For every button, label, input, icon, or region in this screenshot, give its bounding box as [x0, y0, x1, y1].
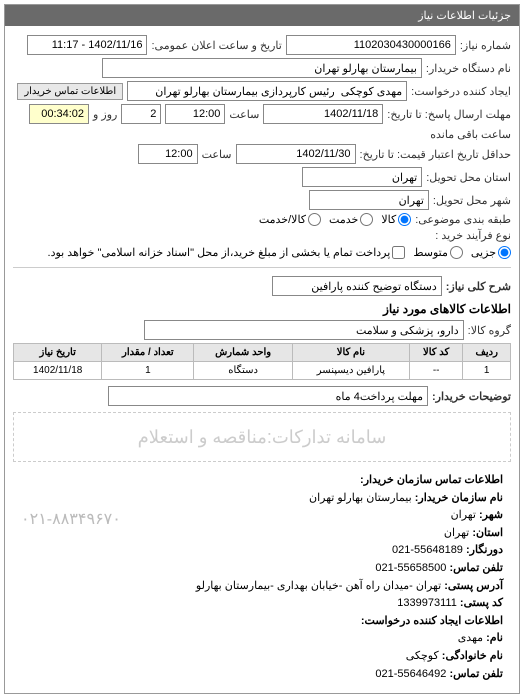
cat-radio-goods[interactable] [398, 213, 411, 226]
contact-header: اطلاعات تماس سازمان خریدار: [21, 472, 503, 490]
need-no-input[interactable] [286, 35, 456, 55]
panel-title: جزئیات اطلاعات نیاز [5, 5, 519, 26]
items-table: ردیف کد کالا نام کالا واحد شمارش تعداد /… [13, 343, 511, 380]
cat-opt1: کالا [381, 213, 396, 226]
desc-label: شرح کلی نیاز: [446, 280, 511, 293]
resp-time-input[interactable] [165, 104, 225, 124]
buyer-org-label: نام دستگاه خریدار: [426, 62, 511, 75]
table-header-row: ردیف کد کالا نام کالا واحد شمارش تعداد /… [14, 344, 511, 362]
contact-org: بیمارستان بهارلو تهران [309, 492, 412, 504]
pt-radio-minor[interactable] [498, 246, 511, 259]
pt-treasury-checkbox[interactable] [392, 246, 405, 259]
group-input[interactable] [144, 320, 464, 340]
th-date: تاریخ نیاز [14, 344, 102, 362]
requester-input[interactable] [127, 81, 407, 101]
td-unit: دستگاه [194, 362, 293, 380]
td-code: -- [409, 362, 462, 380]
province-input[interactable] [302, 167, 422, 187]
resp-date-input[interactable] [263, 104, 383, 124]
td-row: 1 [463, 362, 511, 380]
city-label: شهر محل تحویل: [433, 194, 511, 207]
contact-switch-label: دورنگار: [466, 544, 503, 556]
announce-dt-input[interactable] [27, 35, 147, 55]
contact-province: تهران [444, 527, 469, 539]
th-qty: تعداد / مقدار [102, 344, 194, 362]
province-label: استان محل تحویل: [426, 171, 511, 184]
watermark: سامانه تدارکات:مناقصه و استعلام [13, 412, 511, 462]
indep-time-input[interactable] [138, 144, 198, 164]
contact-switch: 55648189-021 [392, 544, 463, 556]
indep-label: حداقل تاریخ اعتبار قیمت: تا تاریخ: [360, 148, 511, 161]
buyer-notes-label: توضیحات خریدار: [432, 390, 511, 403]
cat-radio-service[interactable] [360, 213, 373, 226]
td-name: پارافین دیسپنسر [292, 362, 409, 380]
buyer-org-input[interactable] [102, 58, 422, 78]
contact-post-label: کد پستی: [460, 597, 503, 609]
items-header: اطلاعات کالاهای مورد نیاز [13, 302, 511, 316]
td-date: 1402/11/18 [14, 362, 102, 380]
contact-rtel: 55646492-021 [375, 668, 446, 680]
requester-contact-header: اطلاعات ایجاد کننده درخواست: [21, 613, 503, 631]
contact-block: اطلاعات تماس سازمان خریدار: نام سازمان خ… [13, 468, 511, 687]
contact-city: تهران [451, 509, 476, 521]
pt-opt1: جزیی [471, 246, 496, 259]
desc-input[interactable] [272, 276, 442, 296]
big-phone: ۰۲۱-۸۸۳۴۹۶۷۰ [21, 507, 121, 533]
contact-addr: تهران -میدان راه آهن -خیابان بهداری -بیم… [196, 580, 441, 592]
contact-province-label: استان: [472, 527, 503, 539]
remaining-label: ساعت باقی مانده [430, 128, 511, 141]
day-label: روز و [93, 108, 117, 121]
cat-radio-both[interactable] [308, 213, 321, 226]
category-label: طبقه بندی موضوعی: [415, 213, 511, 226]
buyer-notes-input[interactable] [108, 386, 428, 406]
indep-date-input[interactable] [236, 144, 356, 164]
pt-note: پرداخت تمام یا بخشی از مبلغ خرید،از محل … [48, 246, 391, 259]
category-radio-group: کالا خدمت کالا/خدمت [259, 213, 411, 226]
td-qty: 1 [102, 362, 194, 380]
th-code: کد کالا [409, 344, 462, 362]
announce-dt-label: تاریخ و ساعت اعلان عمومی: [151, 39, 281, 52]
contact-lname: کوچکی [406, 650, 439, 662]
need-no-label: شماره نیاز: [460, 39, 511, 52]
panel-body: شماره نیاز: تاریخ و ساعت اعلان عمومی: نا… [5, 26, 519, 693]
city-input[interactable] [309, 190, 429, 210]
contact-post: 1339973111 [397, 597, 457, 609]
th-unit: واحد شمارش [194, 344, 293, 362]
resp-day-count-input[interactable] [121, 104, 161, 124]
contact-addr-label: آدرس پستی: [444, 580, 503, 592]
contact-fname-label: نام: [486, 632, 503, 644]
time-label-2: ساعت [202, 148, 232, 161]
table-row[interactable]: 1 -- پارافین دیسپنسر دستگاه 1 1402/11/18 [14, 362, 511, 380]
time-label-1: ساعت [229, 108, 259, 121]
requester-label: ایجاد کننده درخواست: [411, 85, 511, 98]
buyer-contact-button[interactable]: اطلاعات تماس خریدار [17, 83, 123, 100]
th-row: ردیف [463, 344, 511, 362]
contact-tel-label: تلفن تماس: [449, 562, 503, 574]
pt-radio-medium[interactable] [450, 246, 463, 259]
purchase-type-radio-group: جزیی متوسط پرداخت تمام یا بخشی از مبلغ خ… [48, 246, 511, 259]
contact-fname: مهدی [458, 632, 483, 644]
purchase-type-label: نوع فرآیند خرید : [435, 229, 511, 242]
remaining-time-input [29, 104, 89, 124]
cat-opt3: کالا/خدمت [259, 213, 306, 226]
need-details-panel: جزئیات اطلاعات نیاز شماره نیاز: تاریخ و … [4, 4, 520, 694]
contact-tel: 55658500-021 [375, 562, 446, 574]
resp-deadline-label: مهلت ارسال پاسخ: تا تاریخ: [387, 108, 511, 121]
contact-city-label: شهر: [479, 509, 503, 521]
group-label: گروه کالا: [468, 324, 511, 337]
pt-opt2: متوسط [413, 246, 448, 259]
th-name: نام کالا [292, 344, 409, 362]
contact-lname-label: نام خانوادگی: [442, 650, 503, 662]
cat-opt2: خدمت [329, 213, 358, 226]
contact-rtel-label: تلفن تماس: [449, 668, 503, 680]
contact-org-label: نام سازمان خریدار: [415, 492, 503, 504]
